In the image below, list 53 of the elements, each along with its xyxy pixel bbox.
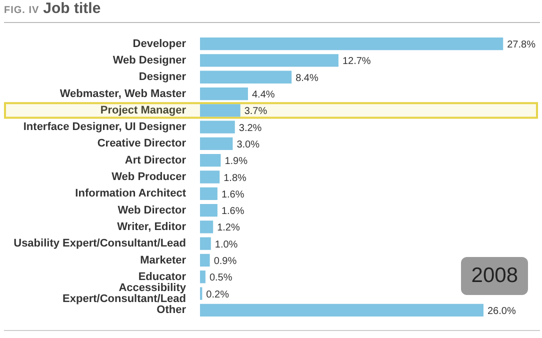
y-tick-label: Creative Director xyxy=(97,138,187,150)
y-tick-label: Educator xyxy=(138,270,187,283)
data-label: 3.7% xyxy=(244,106,268,118)
data-label: 26.0% xyxy=(487,306,516,317)
data-label: 8.4% xyxy=(296,72,318,84)
y-tick-label: Project Manager xyxy=(100,104,187,116)
bar xyxy=(200,38,504,50)
bar xyxy=(200,254,210,267)
y-tick-label: Art Director xyxy=(124,154,187,166)
y-tick-label: Web Designer xyxy=(112,54,187,66)
data-label: 1.8% xyxy=(224,172,247,184)
data-label: 3.2% xyxy=(238,122,262,134)
data-label: 3.0% xyxy=(236,139,260,150)
bar xyxy=(200,70,292,84)
bar xyxy=(200,204,218,217)
bar xyxy=(200,104,240,117)
y-tick-label: Designer xyxy=(138,71,187,84)
annotation: 2008 xyxy=(461,257,528,295)
bar xyxy=(200,237,211,250)
y-tick-label: Accessibility Expert/Consultant/Lead xyxy=(62,282,187,306)
bar xyxy=(200,170,220,184)
data-label: 0.5% xyxy=(209,272,232,284)
bar xyxy=(200,304,484,317)
y-tick-label: Interface Designer, UI Designer xyxy=(23,121,187,134)
bar xyxy=(200,154,221,167)
y-tick-label: Web Director xyxy=(118,204,187,216)
y-tick-label: Web Producer xyxy=(112,171,187,184)
y-tick-label: Webmaster, Web Master xyxy=(60,88,187,100)
bar xyxy=(200,270,206,284)
data-label: 0.2% xyxy=(206,289,230,300)
data-label: 1.2% xyxy=(217,222,240,234)
data-label: 1.6% xyxy=(221,189,244,200)
bar xyxy=(200,220,214,234)
data-label: 1.6% xyxy=(221,206,244,218)
y-tick-label: Developer xyxy=(132,38,187,50)
bar xyxy=(200,120,235,134)
data-label: 4.4% xyxy=(252,90,275,101)
y-tick-label: Writer, Editor xyxy=(117,220,187,233)
data-label: 0.9% xyxy=(214,256,237,267)
bar xyxy=(200,87,248,100)
bar xyxy=(200,54,338,67)
data-label: 27.8% xyxy=(507,40,536,51)
data-label: 1.9% xyxy=(224,156,248,168)
y-tick-label: Other xyxy=(156,304,187,316)
y-tick-label: Information Architect xyxy=(75,188,186,200)
y-tick-label: Marketer xyxy=(140,254,187,266)
data-label: 1.0% xyxy=(214,239,238,250)
bar xyxy=(200,137,233,150)
text: FIG. IV xyxy=(4,5,40,16)
data-label: 12.7% xyxy=(342,56,371,68)
y-tick-label: Usability Expert/Consultant/Lead xyxy=(14,238,186,250)
bar xyxy=(200,187,218,200)
text: Job title xyxy=(43,0,101,17)
